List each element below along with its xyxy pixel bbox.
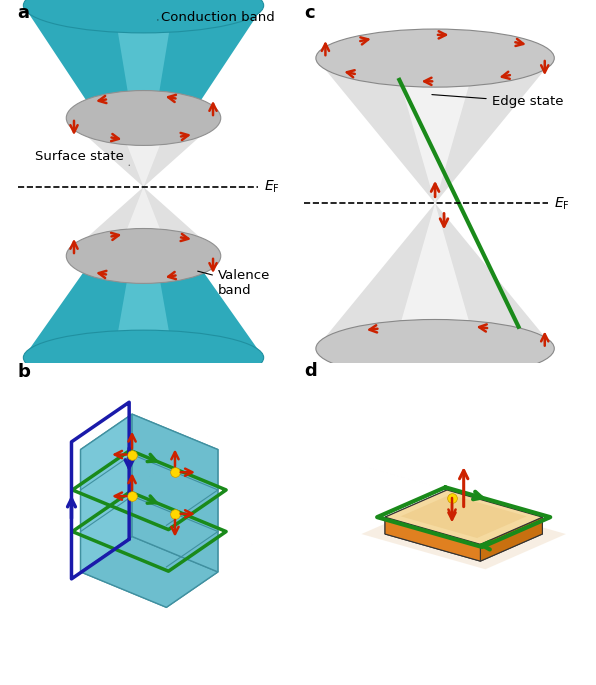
Text: c: c bbox=[304, 3, 315, 22]
Ellipse shape bbox=[316, 29, 554, 87]
Polygon shape bbox=[480, 517, 542, 561]
Text: $E_{\rm F}$: $E_{\rm F}$ bbox=[554, 195, 570, 212]
Polygon shape bbox=[80, 449, 166, 608]
Polygon shape bbox=[23, 187, 263, 358]
Polygon shape bbox=[316, 58, 554, 203]
Polygon shape bbox=[116, 187, 170, 256]
Polygon shape bbox=[116, 118, 170, 187]
Polygon shape bbox=[80, 536, 218, 608]
Text: Surface state: Surface state bbox=[35, 149, 129, 165]
Ellipse shape bbox=[316, 319, 554, 377]
Polygon shape bbox=[80, 414, 132, 572]
Polygon shape bbox=[132, 414, 218, 572]
Polygon shape bbox=[385, 490, 542, 545]
Polygon shape bbox=[385, 507, 542, 561]
Polygon shape bbox=[361, 499, 566, 569]
Ellipse shape bbox=[23, 330, 263, 385]
Polygon shape bbox=[23, 5, 263, 187]
Polygon shape bbox=[66, 118, 221, 187]
Text: Valence
band: Valence band bbox=[198, 269, 270, 297]
Polygon shape bbox=[385, 490, 447, 534]
Polygon shape bbox=[166, 449, 218, 608]
Polygon shape bbox=[385, 517, 480, 561]
Ellipse shape bbox=[66, 90, 221, 145]
Polygon shape bbox=[66, 187, 221, 256]
Polygon shape bbox=[447, 490, 542, 534]
Ellipse shape bbox=[23, 0, 263, 33]
Ellipse shape bbox=[66, 229, 221, 284]
Text: Edge state: Edge state bbox=[432, 95, 563, 108]
Text: a: a bbox=[18, 3, 30, 22]
Polygon shape bbox=[393, 203, 477, 349]
Polygon shape bbox=[316, 203, 554, 349]
Polygon shape bbox=[80, 414, 218, 485]
Text: Conduction band: Conduction band bbox=[158, 11, 274, 24]
Polygon shape bbox=[113, 5, 173, 187]
Text: b: b bbox=[18, 362, 30, 381]
Text: d: d bbox=[304, 362, 316, 380]
Polygon shape bbox=[113, 187, 173, 358]
Text: $E_{\rm F}$: $E_{\rm F}$ bbox=[263, 179, 280, 195]
Polygon shape bbox=[401, 495, 527, 538]
Polygon shape bbox=[393, 58, 477, 203]
